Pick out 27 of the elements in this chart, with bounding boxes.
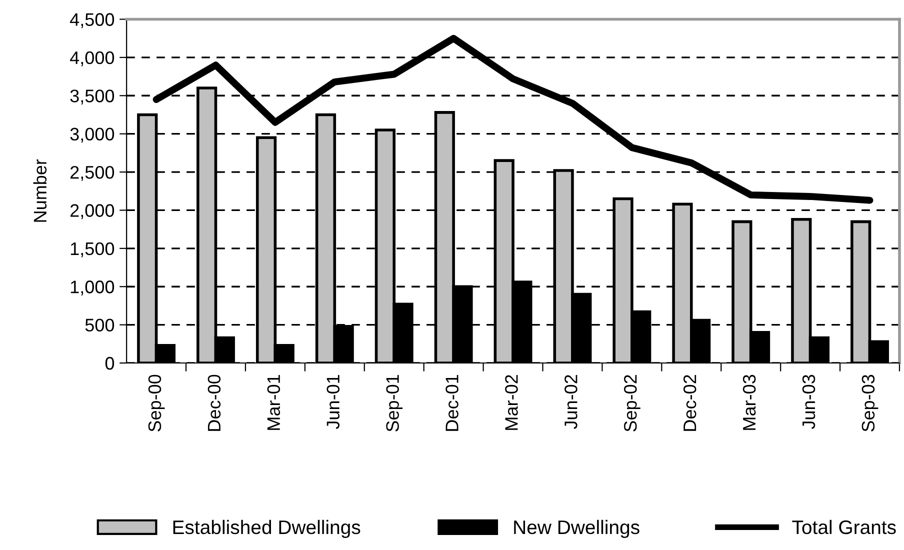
x-tick-label: Jun-03: [802, 374, 816, 430]
x-tick-label: Sep-02: [624, 375, 640, 432]
x-tick-label: Dec-02: [683, 375, 696, 431]
x-tick-label: Sep-00: [148, 374, 165, 432]
x-tick-label: Jun-01: [326, 374, 340, 430]
x-tick-label: Mar-03: [742, 374, 756, 430]
y-tick-label: 1,500: [70, 242, 114, 258]
y-tick-label: 2,000: [70, 204, 114, 220]
x-tick-label: Dec-00: [208, 374, 221, 431]
y-tick-label: 4,000: [70, 51, 114, 66]
x-tick-label: Dec-01: [446, 374, 458, 431]
y-tick-label: 1,000: [70, 280, 114, 296]
y-tick-label: 4,500: [70, 13, 114, 28]
y-tick-label: 0: [105, 356, 114, 370]
y-tick-label: 500: [85, 318, 114, 332]
legend-label: Total Grants: [792, 520, 896, 534]
y-tick-label: 2,500: [70, 166, 114, 181]
x-tick-label: Mar-01: [267, 374, 280, 430]
x-tick-label: Mar-02: [505, 375, 518, 430]
y-axis-title: Number: [33, 159, 47, 222]
x-tick-label: Sep-01: [386, 374, 403, 432]
y-tick-label: 3,500: [70, 90, 114, 104]
y-tick-label: 3,000: [70, 128, 114, 143]
legend-label: Established Dwellings: [173, 520, 360, 538]
x-tick-label: Sep-03: [862, 374, 878, 432]
x-tick-label: Jun-02: [564, 375, 578, 430]
legend-label: New Dwellings: [514, 520, 640, 538]
